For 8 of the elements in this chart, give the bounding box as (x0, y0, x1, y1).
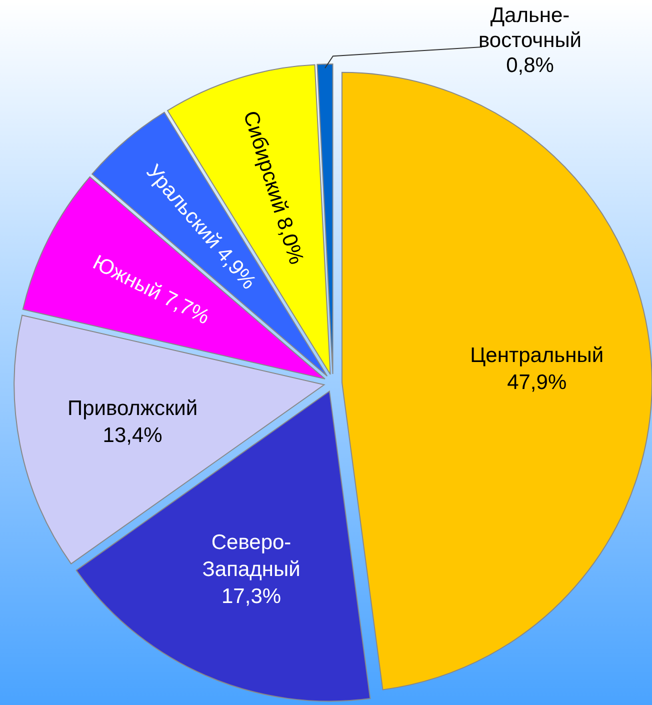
data-label: 0,8% (506, 54, 554, 77)
data-label: 13,4% (102, 424, 162, 447)
slice-label: Северо-Западный (202, 530, 300, 581)
data-label: 47,9% (507, 370, 567, 394)
slice-label: Дальне-восточный (478, 4, 582, 52)
slice-label: Центральный (470, 344, 604, 367)
slice-label: Приволжский (68, 396, 198, 420)
data-label: 17,3% (222, 584, 282, 608)
